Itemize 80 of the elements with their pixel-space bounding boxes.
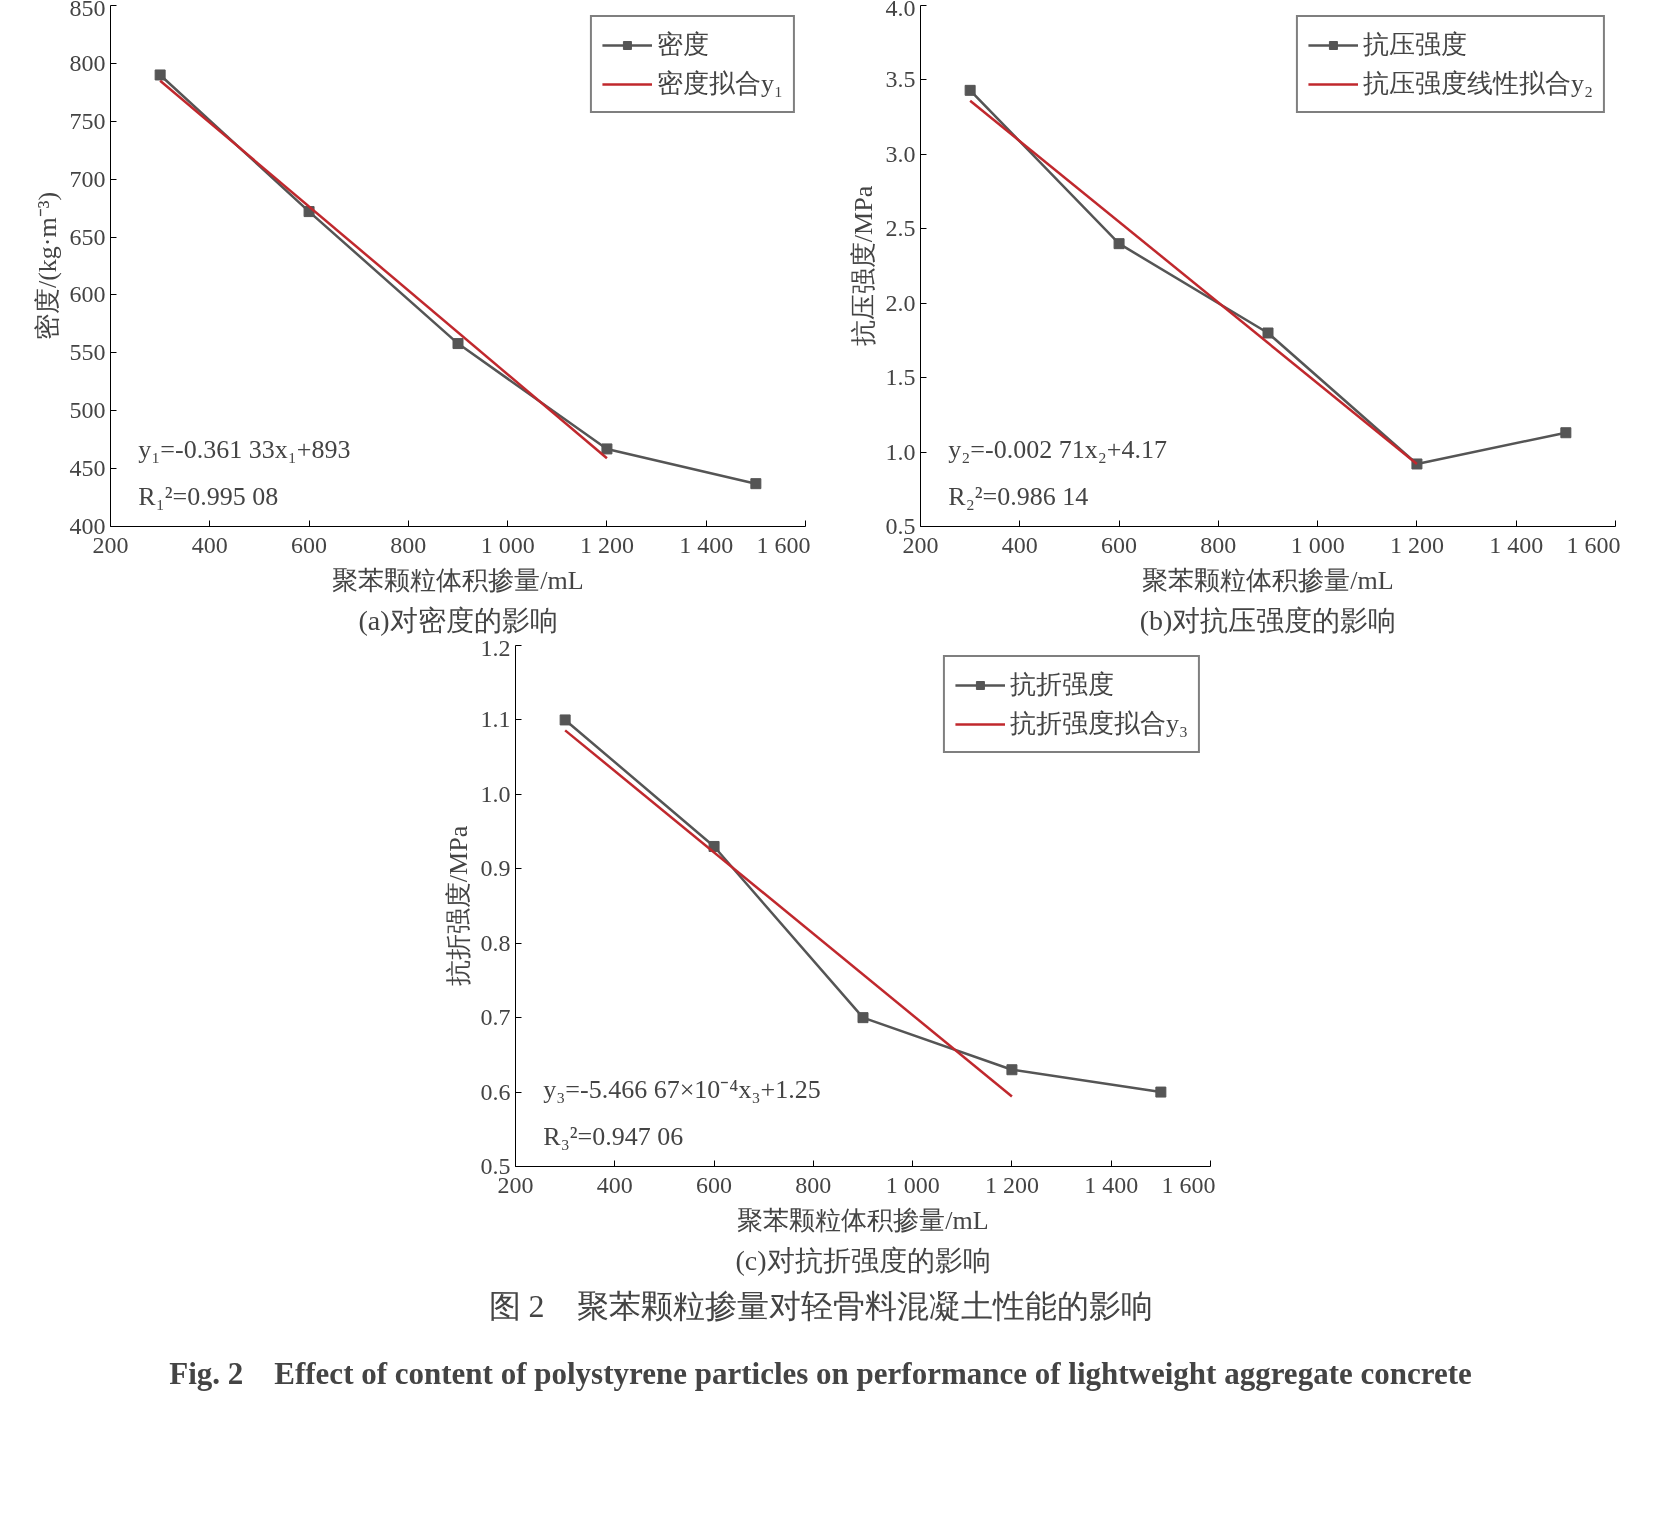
y-tick-label: 0.8 [480,929,511,956]
x-tick-label: 1 200 [1389,531,1444,558]
x-tick-label: 400 [191,531,228,558]
y-tick-label: 550 [69,339,106,366]
point [452,338,464,350]
y-tick-label: 500 [69,397,106,424]
text: Fig. 2 Effect of content of polystyrene particles on performance of lightweight aggregate concrete [169,1356,1472,1392]
annotation: R₁²=0.995 08 [138,481,279,511]
legend-label: 密度 [656,29,709,61]
x-tick-label: 800 [1200,531,1237,558]
point [750,478,762,490]
text: (a)对密度的影响 [358,604,558,636]
legend-label: 抗折强度拟合y₃ [1009,708,1188,740]
y-tick-label: 1.0 [885,438,916,465]
text: (c)对抗折强度的影响 [735,1244,991,1276]
annotation: R₂²=0.986 14 [948,481,1089,511]
x-tick-label: 1 600 [1161,1171,1216,1198]
y-tick-label: 650 [69,223,106,250]
point [154,69,166,81]
y-axis-title: 抗折强度/MPa [443,825,473,987]
x-tick-label: 800 [795,1171,832,1198]
x-tick-label: 1 600 [1566,531,1621,558]
y-tick-label: 3.0 [885,140,916,167]
y-tick-label: 4.0 [885,0,916,21]
point [601,443,613,455]
y-axis-title: 密度/(kg·m⁻³) [32,191,62,341]
x-tick-label: 1 600 [756,531,811,558]
point [559,714,571,726]
x-tick-label: 400 [596,1171,633,1198]
x-tick-label: 1 400 [679,531,734,558]
x-axis-title: 聚苯颗粒体积掺量/mL [1142,565,1394,595]
x-axis-title: 聚苯颗粒体积掺量/mL [737,1205,989,1235]
y-tick-label: 2.0 [885,289,916,316]
y-tick-label: 1.1 [480,706,511,733]
x-tick-label: 1 200 [984,1171,1039,1198]
point [1113,238,1125,250]
x-tick-label: 1 000 [885,1171,940,1198]
x-axis-title: 聚苯颗粒体积掺量/mL [332,565,584,595]
y-tick-label: 850 [69,0,106,21]
y-tick-label: 600 [69,281,106,308]
y-tick-label: 450 [69,455,106,482]
y-tick-label: 800 [69,49,106,76]
x-tick-label: 1 400 [1489,531,1544,558]
legend-label: 抗压强度 [1362,29,1467,61]
legend-label: 抗压强度线性拟合y₂ [1362,68,1593,100]
text: 图 2 聚苯颗粒掺量对轻骨料混凝土性能的影响 [488,1287,1153,1324]
y-tick-label: 2.5 [885,215,916,242]
legend-label: 密度拟合y₁ [656,68,783,100]
point [1560,427,1572,439]
y-tick-label: 0.7 [480,1004,511,1031]
y-tick-label: 0.9 [480,855,511,882]
annotation: y₃=-5.466 67×10⁻⁴x₃+1.25 [543,1074,821,1104]
y-tick-label: 1.2 [480,634,511,661]
annotation: y₂=-0.002 71x₂+4.17 [948,434,1167,464]
annotation: y₁=-0.361 33x₁+893 [138,434,351,464]
y-tick-label: 0.6 [480,1078,511,1105]
x-tick-label: 800 [390,531,427,558]
y-axis-title: 抗压强度/MPa [848,185,878,347]
point [708,840,720,852]
x-tick-label: 600 [291,531,328,558]
x-tick-label: 1 400 [1084,1171,1139,1198]
x-tick-label: 600 [696,1171,733,1198]
point [1155,1086,1167,1098]
legend-label: 抗折强度 [1009,669,1114,701]
x-tick-label: 600 [1101,531,1138,558]
point [1262,327,1274,339]
x-tick-label: 400 [1001,531,1038,558]
x-tick-label: 1 000 [1290,531,1345,558]
point [1006,1064,1018,1076]
y-tick-label: 3.5 [885,66,916,93]
x-tick-label: 1 200 [579,531,634,558]
point [964,84,976,96]
x-tick-label: 1 000 [480,531,535,558]
y-tick-label: 1.5 [885,364,916,391]
point [857,1012,869,1024]
y-tick-label: 750 [69,107,106,134]
y-tick-label: 1.0 [480,780,511,807]
text: (b)对抗压强度的影响 [1139,604,1397,636]
y-tick-label: 700 [69,165,106,192]
annotation: R₃²=0.947 06 [543,1121,684,1151]
